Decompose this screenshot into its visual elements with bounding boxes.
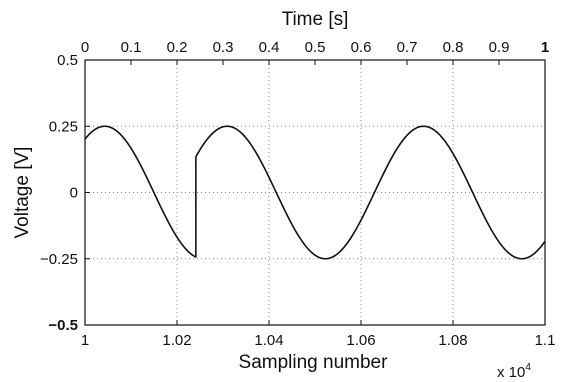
y-axis-title: Voltage [V] [12,147,33,239]
bottom-x-axis-ticks: 1 1.02 1.04 1.06 1.08 1.1 [81,320,556,349]
top-tick-label: 0.3 [213,39,234,56]
x-tick-label: 1.02 [162,332,191,349]
x-axis-multiplier-base: x 10 [497,364,525,381]
x-tick-label: 1.1 [535,332,556,349]
top-x-axis-ticks: 0 0.1 0.2 0.3 0.4 0.5 0.6 0.7 0.8 0.9 1 [81,39,549,65]
top-tick-label: 0.1 [121,39,142,56]
top-tick-label: 0.4 [259,39,280,56]
top-tick-label: 0.6 [351,39,372,56]
top-tick-label: 1 [541,39,549,56]
top-tick-label: 0 [81,39,89,56]
top-tick-label: 0.9 [489,39,510,56]
y-tick-label: −0.25 [40,251,78,268]
x-axis-title: Sampling number [239,352,389,373]
top-tick-label: 0.5 [305,39,326,56]
top-tick-label: 0.8 [443,39,464,56]
x-tick-label: 1.04 [254,332,283,349]
series-line-group [84,125,546,260]
y-tick-label: −0.5 [48,317,78,334]
x-tick-label: 1.08 [438,332,467,349]
x-axis-multiplier: x 104 [497,362,531,381]
x-axis-multiplier-exponent: 4 [525,362,531,373]
series-line-voltage [84,125,546,260]
x-tick-label: 1.06 [346,332,375,349]
top-tick-label: 0.7 [397,39,418,56]
y-axis-ticks: 0.5 0.25 0 −0.25 −0.5 [40,52,90,334]
y-tick-label: 0.5 [57,52,78,69]
top-axis-title: Time [s] [282,9,349,30]
y-tick-label: 0.25 [49,118,78,135]
top-tick-label: 0.2 [167,39,188,56]
x-tick-label: 1 [81,332,89,349]
y-tick-label: 0 [70,185,78,202]
grid-lines [85,60,545,325]
